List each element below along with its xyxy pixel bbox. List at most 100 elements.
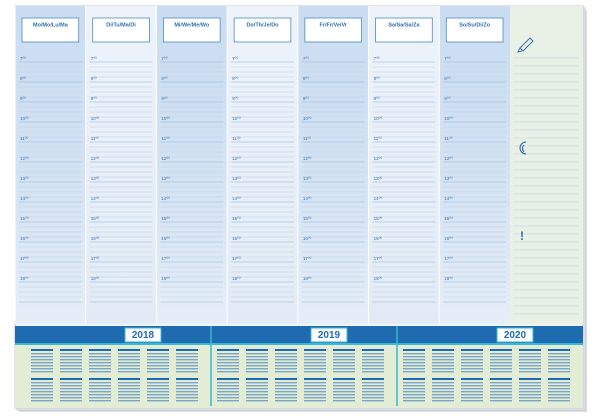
month-row	[89, 385, 111, 387]
month-row	[461, 382, 483, 384]
hour-label: 7⁰⁰	[444, 56, 450, 61]
month-row	[333, 365, 355, 367]
month-title	[147, 349, 169, 351]
month-row	[31, 353, 53, 355]
month-row	[304, 356, 326, 358]
month-title	[89, 349, 111, 351]
month-row	[403, 371, 425, 373]
hour-label: 11⁰⁰	[232, 136, 240, 141]
month-row	[403, 359, 425, 361]
hour-label: 17⁰⁰	[374, 256, 383, 261]
month-row	[89, 397, 111, 399]
day-column	[156, 6, 228, 324]
month-row	[275, 368, 297, 370]
month-row	[403, 362, 425, 364]
month-row	[519, 359, 541, 361]
month-row	[217, 388, 239, 390]
day-column	[439, 6, 510, 324]
hour-label: 11⁰⁰	[91, 136, 99, 141]
month-row	[519, 356, 541, 358]
day-header-box	[233, 17, 292, 43]
month-title	[31, 349, 53, 351]
month-title	[304, 349, 326, 351]
month-row	[362, 359, 384, 361]
month-row	[31, 368, 53, 370]
hour-label: 13⁰⁰	[374, 176, 383, 181]
month-title	[519, 378, 541, 380]
hour-label: 15⁰⁰	[374, 216, 383, 221]
hour-label: 12⁰⁰	[91, 156, 100, 161]
month-row	[362, 368, 384, 370]
hour-label: 9⁰⁰	[374, 96, 380, 101]
month-row	[461, 359, 483, 361]
hour-label: 18⁰⁰	[20, 276, 29, 281]
month-row	[275, 353, 297, 355]
month-title	[147, 378, 169, 380]
month-row	[304, 397, 326, 399]
month-row	[60, 394, 82, 396]
month-row	[147, 365, 169, 367]
month-row	[461, 388, 483, 390]
month-row	[304, 359, 326, 361]
month-row	[176, 382, 198, 384]
month-row	[275, 359, 297, 361]
month-row	[246, 371, 268, 373]
month-row	[304, 400, 326, 402]
hour-label: 18⁰⁰	[91, 276, 100, 281]
hour-label: 12⁰⁰	[161, 156, 170, 161]
month-row	[548, 391, 570, 393]
month-row	[31, 371, 53, 373]
month-row	[60, 388, 82, 390]
month-row	[461, 365, 483, 367]
month-row	[548, 388, 570, 390]
month-title	[490, 349, 512, 351]
month-row	[246, 385, 268, 387]
month-row	[118, 365, 140, 367]
hour-label: 9⁰⁰	[232, 96, 238, 101]
month-row	[304, 365, 326, 367]
planner: Mo/Mo/Lu/Ma 7⁰⁰ 8⁰⁰ 9⁰⁰ 10⁰⁰ 11⁰⁰ 12⁰⁰ 13⁰⁰ 14⁰⁰…	[14, 6, 583, 324]
month-title	[275, 378, 297, 380]
hour-label: 13⁰⁰	[303, 176, 312, 181]
month-row	[275, 394, 297, 396]
month-row	[246, 382, 268, 384]
hour-label: 16⁰⁰	[161, 236, 170, 241]
month-row	[89, 362, 111, 364]
month-row	[362, 365, 384, 367]
hour-label: 13⁰⁰	[91, 176, 100, 181]
month-title	[548, 378, 570, 380]
month-row	[432, 362, 454, 364]
month-row	[432, 368, 454, 370]
month-title	[60, 378, 82, 380]
month-title	[89, 378, 111, 380]
hour-label: 18⁰⁰	[232, 276, 241, 281]
month-row	[89, 388, 111, 390]
month-row	[275, 397, 297, 399]
hour-label: 15⁰⁰	[20, 216, 29, 221]
year-box	[124, 327, 162, 343]
month-title	[333, 349, 355, 351]
month-row	[490, 394, 512, 396]
month-row	[490, 382, 512, 384]
month-row	[432, 359, 454, 361]
month-row	[275, 388, 297, 390]
month-row	[118, 382, 140, 384]
hour-label: 8⁰⁰	[232, 76, 238, 81]
month-row	[362, 391, 384, 393]
hour-label: 18⁰⁰	[444, 276, 453, 281]
month-title	[432, 378, 454, 380]
month-row	[548, 382, 570, 384]
month-row	[403, 397, 425, 399]
month-row	[490, 391, 512, 393]
month-title	[176, 349, 198, 351]
day-header: So/Su/Di/Zo	[459, 22, 491, 28]
hour-label: 7⁰⁰	[374, 56, 380, 61]
month-title	[432, 349, 454, 351]
hour-label: 16⁰⁰	[232, 236, 241, 241]
month-row	[89, 391, 111, 393]
month-row	[147, 368, 169, 370]
month-row	[490, 385, 512, 387]
hour-label: 10⁰⁰	[20, 116, 29, 121]
month-title	[519, 349, 541, 351]
calendar-area	[15, 345, 583, 408]
